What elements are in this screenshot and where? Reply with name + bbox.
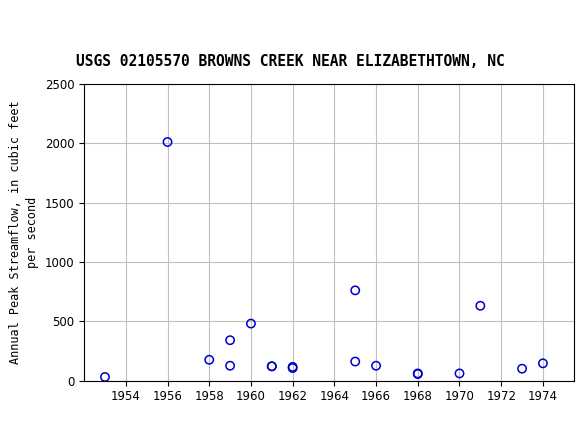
Point xyxy=(350,287,360,294)
Point xyxy=(205,356,214,363)
Point xyxy=(288,363,298,370)
Point xyxy=(413,371,422,378)
Point xyxy=(413,370,422,377)
Point xyxy=(100,374,110,381)
Bar xyxy=(6,3,58,37)
Point xyxy=(246,320,256,327)
Point xyxy=(476,302,485,309)
Y-axis label: Annual Peak Streamflow, in cubic feet
per second: Annual Peak Streamflow, in cubic feet pe… xyxy=(9,100,39,364)
Point xyxy=(226,337,235,344)
Point xyxy=(267,363,277,370)
Text: USGS 02105570 BROWNS CREEK NEAR ELIZABETHTOWN, NC: USGS 02105570 BROWNS CREEK NEAR ELIZABET… xyxy=(75,54,505,69)
Text: USGS: USGS xyxy=(67,11,122,29)
Point xyxy=(517,365,527,372)
Point xyxy=(267,363,277,370)
Point xyxy=(350,358,360,365)
Point xyxy=(226,362,235,369)
Point xyxy=(455,370,464,377)
Point xyxy=(538,360,548,367)
Point xyxy=(288,365,298,372)
Point xyxy=(163,138,172,145)
Point xyxy=(371,362,380,369)
